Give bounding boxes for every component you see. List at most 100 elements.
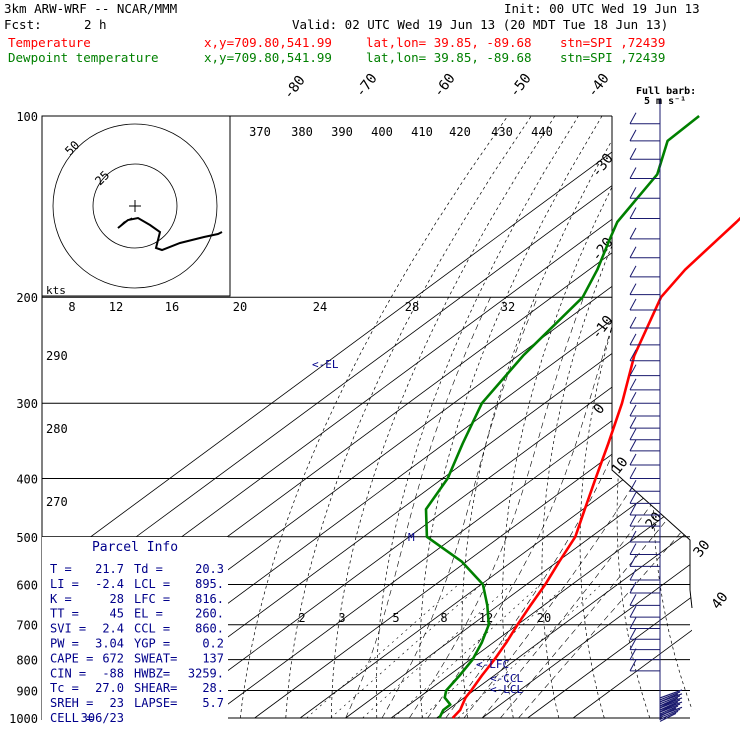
moist-adiabat — [500, 297, 692, 719]
parcel-value: 5.7 — [202, 696, 224, 710]
mixing-ratio-label: 20 — [537, 611, 551, 625]
wind-barb — [659, 699, 677, 709]
parcel-value: 816. — [195, 592, 224, 606]
theta-label: 430 — [491, 125, 513, 139]
hodograph-units: kts — [46, 284, 66, 297]
wind-barb — [629, 129, 637, 142]
isotherm-line — [299, 116, 692, 719]
wind-barb — [629, 207, 637, 219]
isotherm-line — [254, 116, 692, 719]
theta-label-left: 270 — [46, 495, 68, 509]
level-marker-lfc: <-LFC — [476, 658, 509, 671]
dry-adiabat — [461, 116, 626, 719]
theta-label: 440 — [531, 125, 553, 139]
parcel-value: 0.2 — [202, 637, 224, 651]
dry-adiabat — [502, 116, 650, 719]
parcel-value: 137 — [202, 651, 224, 665]
wind-barb — [659, 689, 683, 699]
parcel-label: YGP = — [134, 637, 170, 651]
pressure-label: 100 — [16, 110, 38, 124]
wind-barb — [629, 453, 637, 466]
theta-label-left: 290 — [46, 349, 68, 363]
dry-adiabat — [652, 116, 692, 719]
parcel-value: -2.4 — [95, 577, 124, 591]
wind-barb — [629, 227, 637, 240]
parcel-value: 895. — [195, 577, 224, 591]
isotherm-label: 30 — [691, 537, 714, 560]
dewpoint-latlon: lat,lon= 39.85, -89.68 — [366, 50, 532, 65]
hodograph-trace — [117, 216, 223, 252]
wind-barb — [629, 112, 637, 124]
wind-barb — [659, 701, 679, 711]
isotherm-line — [42, 116, 692, 719]
wind-barb — [659, 710, 679, 720]
mixing-ratio-label: 8 — [440, 611, 447, 625]
forecast-label: Fcst: — [4, 17, 42, 32]
wind-barb — [659, 708, 681, 718]
model-title: 3km ARW-WRF -- NCAR/MMM — [4, 1, 178, 16]
wind-barb — [629, 428, 637, 441]
parcel-label: HWBZ= — [134, 666, 170, 680]
wind-barb — [629, 148, 637, 160]
pressure-label: 500 — [16, 531, 38, 545]
wind-barbs — [629, 98, 683, 722]
dry-adiabat — [579, 116, 692, 719]
wind-barb — [659, 691, 681, 701]
wind-barb — [629, 404, 637, 417]
parcel-value: 23 — [110, 696, 124, 710]
parcel-value: 27.0 — [95, 681, 124, 695]
parcel-label: TT = — [50, 607, 79, 621]
isotherm-label: -70 — [353, 71, 381, 101]
mixing-ratio-label: 32 — [501, 300, 515, 314]
hodograph-ring-25 — [92, 163, 178, 249]
mixing-ratio-label: 24 — [313, 300, 327, 314]
pressure-label: 700 — [16, 619, 38, 633]
wind-barb — [629, 187, 637, 199]
wind-barb — [659, 703, 677, 713]
parcel-label: K = — [50, 592, 72, 606]
parcel-value: 28. — [202, 681, 224, 695]
parcel-value: 3.04 — [95, 637, 124, 651]
theta-label: 380 — [291, 125, 313, 139]
barb-legend: Full barb:5 m s⁻¹ — [636, 86, 696, 107]
parcel-label: SVI = — [50, 622, 86, 636]
wind-barb — [629, 503, 637, 516]
isotherm-label: 40 — [709, 589, 732, 612]
wind-barb — [629, 349, 637, 361]
wind-barb — [659, 697, 679, 707]
sounding-profiles: <-EL <-LFC<-CCL<-LCL M — [312, 114, 740, 719]
wind-barb — [629, 246, 637, 259]
theta-label: 390 — [331, 125, 353, 139]
mixing-ratio-label: 12 — [109, 300, 123, 314]
parcel-label: SWEAT= — [134, 651, 177, 665]
dry-adiabat — [616, 116, 692, 719]
wind-barb — [629, 378, 637, 391]
parcel-label: LFC = — [134, 592, 170, 606]
parcel-value: 860. — [195, 622, 224, 636]
parcel-value: 2.4 — [102, 622, 124, 636]
wind-barb — [629, 555, 637, 567]
wind-barb — [629, 648, 637, 660]
wind-barb — [629, 568, 637, 581]
dry-adiabat — [541, 116, 674, 719]
mixing-ratio-label: 28 — [405, 300, 419, 314]
pressure-label: 900 — [16, 684, 38, 698]
forecast-hours: 2 h — [84, 17, 107, 32]
wind-barb — [629, 333, 637, 346]
dry-adiabat — [687, 116, 692, 719]
dry-adiabat — [285, 116, 532, 719]
moist-adiabat — [427, 297, 622, 719]
pressure-label: 1000 — [9, 712, 38, 726]
wind-barb — [659, 705, 679, 715]
parcel-label: CCL = — [134, 622, 170, 636]
temperature-station: stn=SPI ,72439 — [560, 35, 666, 50]
wind-barb — [629, 316, 637, 329]
parcel-label: CELL = — [50, 711, 93, 725]
wind-barb — [629, 605, 637, 618]
dry-adiabat — [722, 116, 740, 718]
parcel-value: 21.7 — [95, 562, 124, 576]
isotherm-line — [527, 116, 692, 719]
parcel-value: 3259. — [188, 666, 224, 680]
parcel-value: 672 — [102, 651, 124, 665]
temperature-latlon: lat,lon= 39.85, -89.68 — [366, 35, 532, 50]
